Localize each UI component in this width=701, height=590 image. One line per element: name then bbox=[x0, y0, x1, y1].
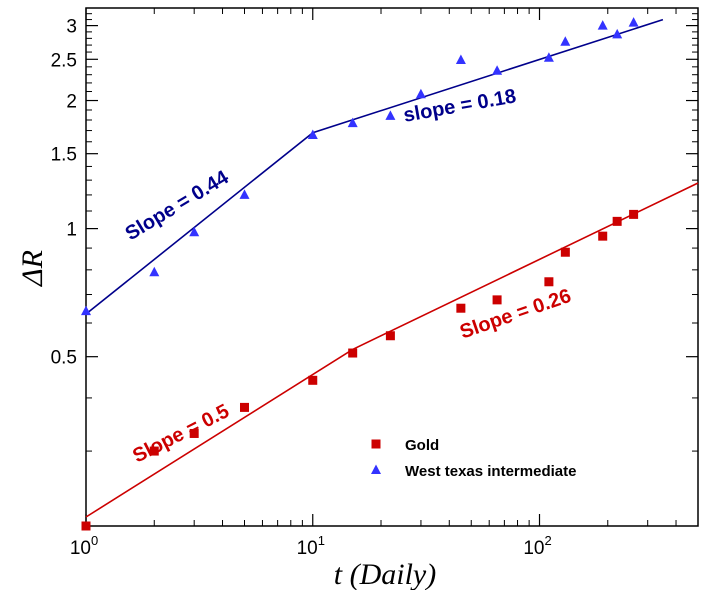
gold-point bbox=[239, 402, 249, 412]
plot-frame bbox=[85, 7, 699, 527]
gold-point bbox=[189, 428, 199, 438]
x-tick-label: 100 bbox=[70, 533, 98, 559]
wti-point bbox=[189, 226, 200, 237]
slope-annotation: Slope = 0.44 bbox=[122, 166, 234, 245]
wti-point bbox=[492, 65, 503, 75]
gold-point bbox=[598, 231, 608, 241]
gold-point bbox=[149, 446, 159, 456]
y-tick-label: 0.5 bbox=[51, 348, 77, 369]
x-axis-title: t (Daily) bbox=[334, 558, 436, 590]
y-tick-label: 1 bbox=[66, 220, 77, 241]
wti-fit-line bbox=[85, 18, 664, 315]
wti-point bbox=[612, 28, 623, 39]
wti-point bbox=[597, 20, 608, 30]
y-tick-label: 2.5 bbox=[51, 50, 77, 71]
slope-annotation: slope = 0.18 bbox=[402, 85, 518, 126]
y-tick-label: 1.5 bbox=[51, 145, 77, 166]
wti-point bbox=[149, 266, 160, 277]
gold-point bbox=[544, 277, 554, 287]
legend: Gold West texas intermediate bbox=[371, 437, 576, 480]
wti-point bbox=[307, 129, 318, 139]
gold-point bbox=[308, 375, 318, 385]
gold-point bbox=[560, 247, 570, 257]
gold-point bbox=[81, 521, 91, 531]
wti-point bbox=[81, 305, 91, 316]
legend-gold-marker bbox=[371, 439, 381, 449]
gold-point bbox=[612, 216, 622, 226]
ticks: 100 101 102 0.5 1 1.5 2 2.5 3 bbox=[51, 8, 699, 559]
wti-point bbox=[347, 117, 358, 128]
gold-point bbox=[385, 331, 395, 341]
slope-annotation: Slope = 0.26 bbox=[457, 285, 574, 344]
wti-point bbox=[239, 189, 250, 199]
wti-point bbox=[543, 52, 554, 62]
wti-point bbox=[455, 54, 466, 64]
gold-point bbox=[492, 295, 502, 305]
x-tick-label: 102 bbox=[523, 533, 551, 559]
y-tick-label: 2 bbox=[66, 92, 77, 113]
legend-label: West texas intermediate bbox=[405, 463, 576, 480]
legend-label: Gold bbox=[405, 437, 439, 454]
wti-point bbox=[415, 88, 426, 99]
wti-point bbox=[628, 17, 639, 27]
gold-point bbox=[456, 303, 466, 313]
y-axis-title: ΔR bbox=[16, 250, 49, 287]
y-tick-label: 3 bbox=[66, 17, 77, 38]
gold-point bbox=[348, 348, 358, 358]
data-points bbox=[81, 17, 639, 531]
gold-point bbox=[629, 209, 639, 219]
wti-point bbox=[560, 36, 571, 46]
wti-point bbox=[385, 110, 396, 120]
x-tick-label: 101 bbox=[297, 533, 325, 559]
legend-wti-marker bbox=[371, 464, 381, 474]
